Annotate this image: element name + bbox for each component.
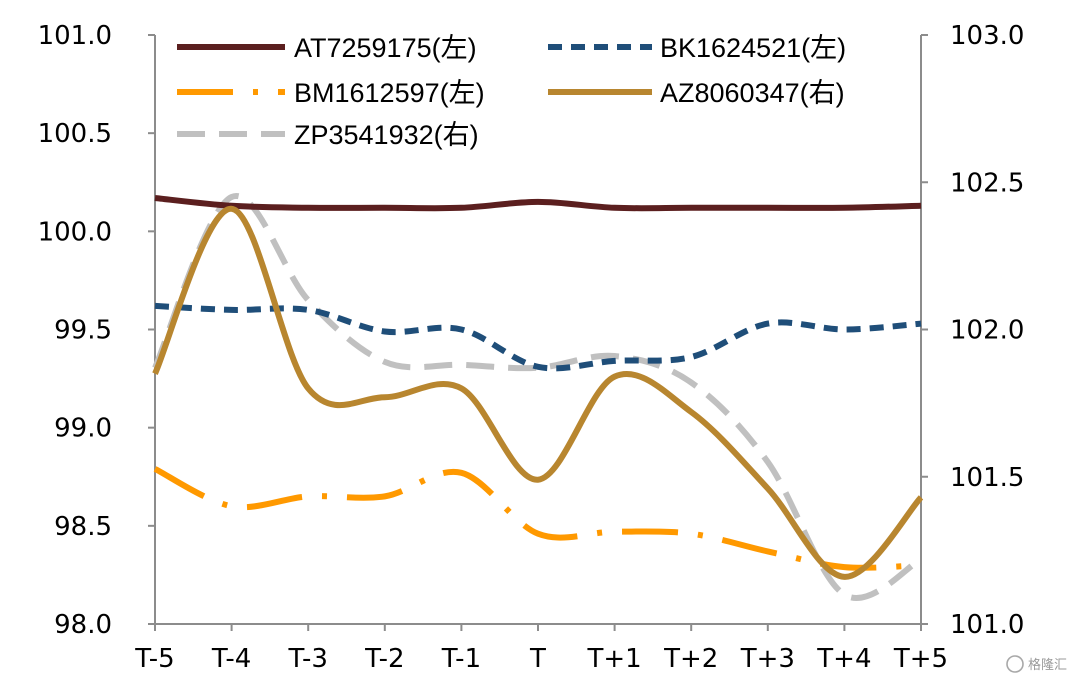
legend-label-bk1624521: BK1624521(左): [660, 33, 846, 63]
left-tick-label: 100.0: [38, 217, 112, 247]
left-tick-label: 99.5: [54, 316, 112, 346]
series-line-bk1624521: [154, 302, 922, 372]
left-tick-label: 100.5: [38, 119, 112, 149]
legend-label-zp3541932: ZP3541932(右): [294, 120, 479, 150]
x-axis-labels: T-5 T-4 T-3 T-2 T-1 T T+1 T+2 T+3 T+4 T+5: [134, 644, 948, 674]
watermark-text: 格隆汇: [1028, 657, 1067, 673]
x-tick-label: T+2: [663, 644, 718, 674]
series-line-zp3541932: [152, 193, 923, 601]
x-tick-label: T-1: [441, 644, 481, 674]
left-axis-labels: 98.0 98.5 99.0 99.5 100.0 100.5 101.0: [38, 21, 112, 640]
watermark-icon: [1006, 655, 1024, 673]
x-tick-label: T+1: [586, 644, 641, 674]
legend-item-zp3541932: ZP3541932(右): [177, 120, 479, 150]
x-tick-label: T-5: [134, 644, 174, 674]
tick-marks: [148, 34, 928, 631]
legend-label-bm1612597: BM1612597(左): [294, 78, 485, 108]
left-tick-label: 99.0: [54, 414, 112, 444]
right-tick-label: 103.0: [950, 21, 1024, 51]
right-tick-label: 102.0: [950, 316, 1024, 346]
x-tick-label: T+5: [893, 644, 948, 674]
x-tick-label: T-3: [287, 644, 327, 674]
left-tick-label: 101.0: [38, 21, 112, 51]
series-lines: [152, 193, 924, 601]
right-tick-label: 101.5: [950, 463, 1024, 493]
legend-item-at7259175: AT7259175(左): [177, 33, 477, 63]
left-tick-label: 98.0: [54, 610, 112, 640]
legend-item-az8060347: AZ8060347(右): [548, 78, 845, 108]
series-line-at7259175: [154, 195, 922, 212]
right-tick-label: 101.0: [950, 610, 1024, 640]
series-line-bm1612597: [153, 466, 922, 571]
right-tick-label: 102.5: [950, 168, 1024, 198]
x-tick-label: T-2: [364, 644, 404, 674]
x-tick-label: T+4: [816, 644, 871, 674]
legend-item-bm1612597: BM1612597(左): [177, 78, 485, 108]
series-line-az8060347: [152, 205, 924, 580]
watermark: 格隆汇: [1006, 655, 1067, 673]
left-tick-label: 98.5: [54, 512, 112, 542]
x-tick-label: T+3: [740, 644, 795, 674]
legend-label-az8060347: AZ8060347(右): [660, 78, 845, 108]
x-tick-label: T: [529, 644, 546, 674]
legend-label-at7259175: AT7259175(左): [294, 33, 477, 63]
legend-item-bk1624521: BK1624521(左): [548, 33, 846, 63]
x-tick-label: T-4: [211, 644, 251, 674]
legend: AT7259175(左) BK1624521(左) BM1612597(左) A…: [177, 33, 846, 150]
right-axis-labels: 101.0 101.5 102.0 102.5 103.0: [950, 21, 1024, 640]
